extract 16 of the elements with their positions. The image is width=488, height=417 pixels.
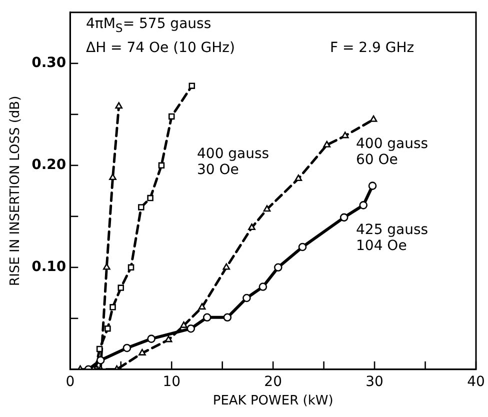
x-tick-label: 10 xyxy=(162,374,181,390)
y-tick-label: 0.20 xyxy=(32,157,66,174)
annotation: ΔH = 74 Oe (10 GHz) xyxy=(86,40,235,56)
x-tick-label: 40 xyxy=(467,374,485,390)
x-tick-label: 0 xyxy=(66,374,75,390)
annotation: 400 gauss 30 Oe xyxy=(197,146,270,178)
annotation: F = 2.9 GHz xyxy=(330,40,414,56)
annotation: 425 gauss 104 Oe xyxy=(356,222,428,254)
y-axis-title: RISE IN INSERTION LOSS (dB) xyxy=(8,96,24,286)
x-tick-label: 30 xyxy=(366,374,384,390)
annotation: 400 gauss 60 Oe xyxy=(356,136,428,168)
y-tick-label: 0.10 xyxy=(32,259,66,276)
x-axis-title: PEAK POWER (kW) xyxy=(212,394,334,409)
annotation: 4πM$_{S}$= 575 gauss xyxy=(86,16,212,36)
x-tick-label: 20 xyxy=(264,374,282,390)
y-tick-label: 0.30 xyxy=(32,55,66,72)
